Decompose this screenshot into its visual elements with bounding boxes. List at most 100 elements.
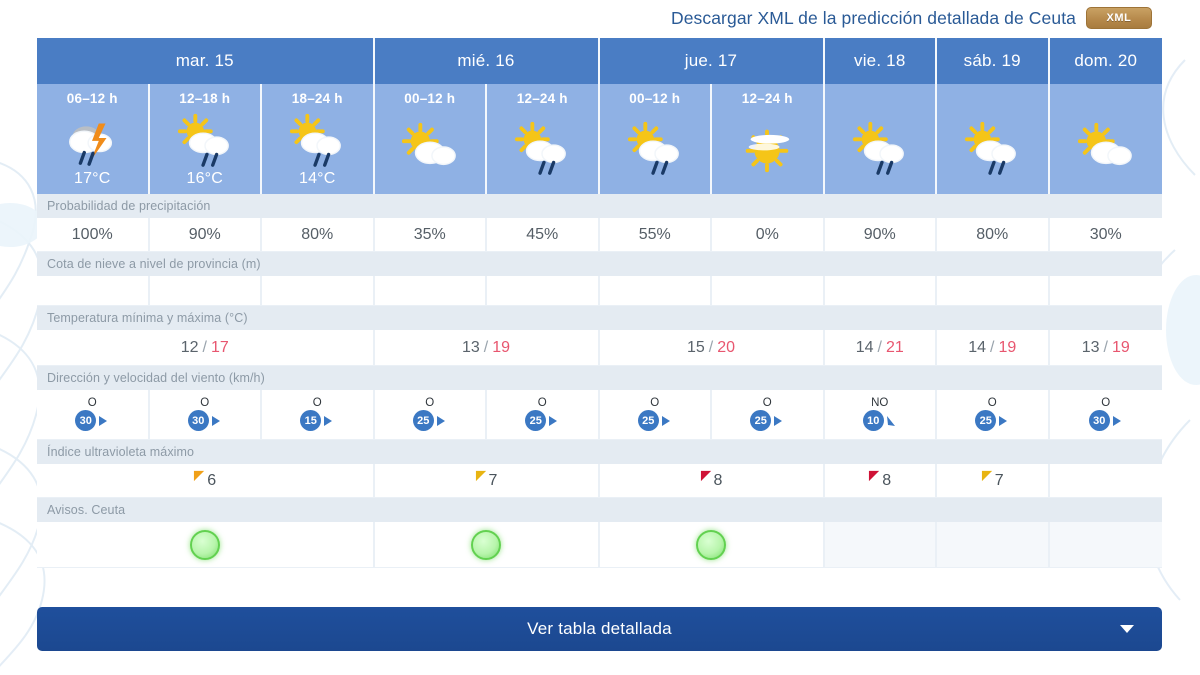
day-header-label: sáb. 19	[963, 51, 1021, 70]
aviso-cell[interactable]	[374, 522, 600, 568]
wind-direction-label: O	[762, 397, 772, 409]
section-label-temperature: Temperatura mínima y máxima (°C)	[37, 306, 1162, 330]
precipitation-cell: 0%	[712, 218, 825, 252]
wind-speed-group: 25	[975, 410, 1009, 431]
forecast-period-cell[interactable]: 00–12 h	[374, 84, 487, 194]
precipitation-cell: 80%	[937, 218, 1050, 252]
temperature-cell: 15/20	[599, 330, 825, 366]
precipitation-cell: 30%	[1049, 218, 1162, 252]
precipitation-cell: 35%	[374, 218, 487, 252]
wind-arrow-right-icon	[549, 415, 558, 426]
day-header[interactable]: jue. 17	[599, 38, 825, 84]
period-hours-label: 12–18 h	[179, 91, 231, 106]
forecast-period-cell[interactable]: 12–24 h	[712, 84, 825, 194]
temperature-separator: /	[202, 338, 207, 356]
uv-value: 6	[207, 471, 217, 489]
day-header[interactable]: mié. 16	[374, 38, 600, 84]
view-detailed-table-label: Ver tabla detallada	[527, 619, 672, 638]
wind-speed-group: 25	[637, 410, 672, 431]
snow-level-cell	[712, 276, 825, 306]
wind-speed-badge: 25	[637, 410, 659, 431]
wind-speed-group: 25	[750, 410, 784, 431]
temperature-cell: 14/19	[937, 330, 1050, 366]
wind-direction-label: O	[537, 397, 547, 409]
day-header[interactable]: vie. 18	[824, 38, 937, 84]
period-hours-label: 06–12 h	[66, 91, 118, 106]
temperature-min: 14	[855, 338, 874, 356]
period-hours-label: 12–24 h	[741, 91, 793, 106]
wind-arrow-right-icon	[436, 415, 445, 426]
forecast-period-cell[interactable]: 12–24 h	[487, 84, 600, 194]
wind-speed-badge: 30	[1088, 410, 1110, 431]
forecast-period-cell[interactable]	[937, 84, 1050, 194]
wind-speed-badge: 30	[187, 410, 209, 431]
wind-cell: NO 10	[824, 390, 937, 440]
forecast-table: mar. 15 mié. 16 jue. 17 vie. 18 sáb. 19 dom. …	[37, 38, 1162, 568]
weather-icon-wrapper	[513, 117, 571, 177]
section-label-uv: Índice ultravioleta máximo	[37, 440, 1162, 464]
aviso-status-indicator[interactable]	[471, 529, 501, 560]
wind-direction-label: O	[1101, 397, 1111, 409]
uv-flag-icon	[869, 470, 880, 482]
day-header[interactable]: sáb. 19	[937, 38, 1050, 84]
uv-value: 8	[882, 471, 892, 489]
day-header[interactable]: dom. 20	[1049, 38, 1162, 84]
snow-level-cell	[374, 276, 487, 306]
forecast-period-cell[interactable]	[1049, 84, 1162, 194]
uv-cell: 7	[937, 464, 1050, 498]
precipitation-cell: 80%	[262, 218, 375, 252]
aviso-cell[interactable]	[599, 522, 825, 568]
forecast-period-cell[interactable]: 06–12 h 17°C	[37, 84, 150, 194]
forecast-period-cell[interactable]: 00–12 h	[599, 84, 712, 194]
day-header-label: mar. 15	[175, 51, 234, 70]
uv-flag-icon	[981, 470, 992, 482]
period-hours-label: 00–12 h	[404, 91, 456, 106]
temperature-cell: 14/21	[824, 330, 937, 366]
temperature-cell: 13/19	[1049, 330, 1162, 366]
uv-flag-icon	[194, 470, 205, 482]
temperature-max: 17	[210, 338, 229, 356]
precipitation-cell: 100%	[37, 218, 150, 252]
snow-level-cell	[262, 276, 375, 306]
snow-level-cell	[937, 276, 1050, 306]
temperature-max: 19	[1111, 338, 1130, 356]
temperature-min: 13	[461, 338, 480, 356]
forecast-period-cell[interactable]	[824, 84, 937, 194]
sun-haze-icon	[745, 129, 790, 173]
precipitation-cell: 90%	[824, 218, 937, 252]
weather-icon-wrapper	[1077, 117, 1135, 177]
aviso-status-indicator[interactable]	[696, 529, 726, 560]
weather-icon-wrapper	[176, 109, 234, 169]
forecast-period-cell[interactable]: 12–18 h 16°C	[149, 84, 262, 194]
wind-speed-badge: 30	[75, 410, 97, 431]
wind-cell: O 25	[712, 390, 825, 440]
sun-cloud-rain-icon	[515, 121, 567, 175]
aviso-cell	[824, 522, 937, 568]
wind-speed-group: 30	[75, 410, 109, 431]
day-header-label: jue. 17	[684, 51, 738, 70]
temperature-row: 12/17 13/19 15/20 14/21 14/19 13/19	[37, 330, 1162, 366]
uv-row: 6 7 8 8 7	[37, 464, 1162, 498]
temperature-separator: /	[877, 338, 882, 356]
sun-cloud-icon	[1077, 122, 1132, 166]
aviso-cell[interactable]	[37, 522, 375, 568]
wind-arrow-right-icon	[774, 415, 783, 426]
wind-speed-group: 15	[300, 410, 334, 431]
period-temperature-label: 17°C	[73, 170, 111, 187]
day-header[interactable]: mar. 15	[37, 38, 375, 84]
avisos-row	[37, 522, 1162, 568]
wind-speed-group: 10	[862, 410, 897, 431]
wind-arrow-right-icon	[99, 415, 108, 426]
section-label-snow-level: Cota de nieve a nivel de provincia (m)	[37, 252, 1162, 276]
period-icon-row: 06–12 h 17°C 12–18 h 16°C 18–24 h 14°C 00–12 h…	[37, 84, 1162, 194]
aviso-status-indicator[interactable]	[189, 529, 220, 560]
xml-download-button[interactable]: XML	[1086, 7, 1152, 29]
weather-icon-wrapper	[401, 117, 459, 177]
view-detailed-table-button[interactable]: Ver tabla detallada	[37, 607, 1162, 651]
temperature-cell: 12/17	[37, 330, 375, 366]
period-hours-label: 12–24 h	[516, 91, 568, 106]
wind-arrow-right-icon	[1112, 415, 1121, 426]
wind-row: O 30 O 30 O 15 O 25 O 25 O 25 O 25 NO 10 O 25 O 30	[37, 390, 1162, 440]
forecast-period-cell[interactable]: 18–24 h 14°C	[262, 84, 375, 194]
